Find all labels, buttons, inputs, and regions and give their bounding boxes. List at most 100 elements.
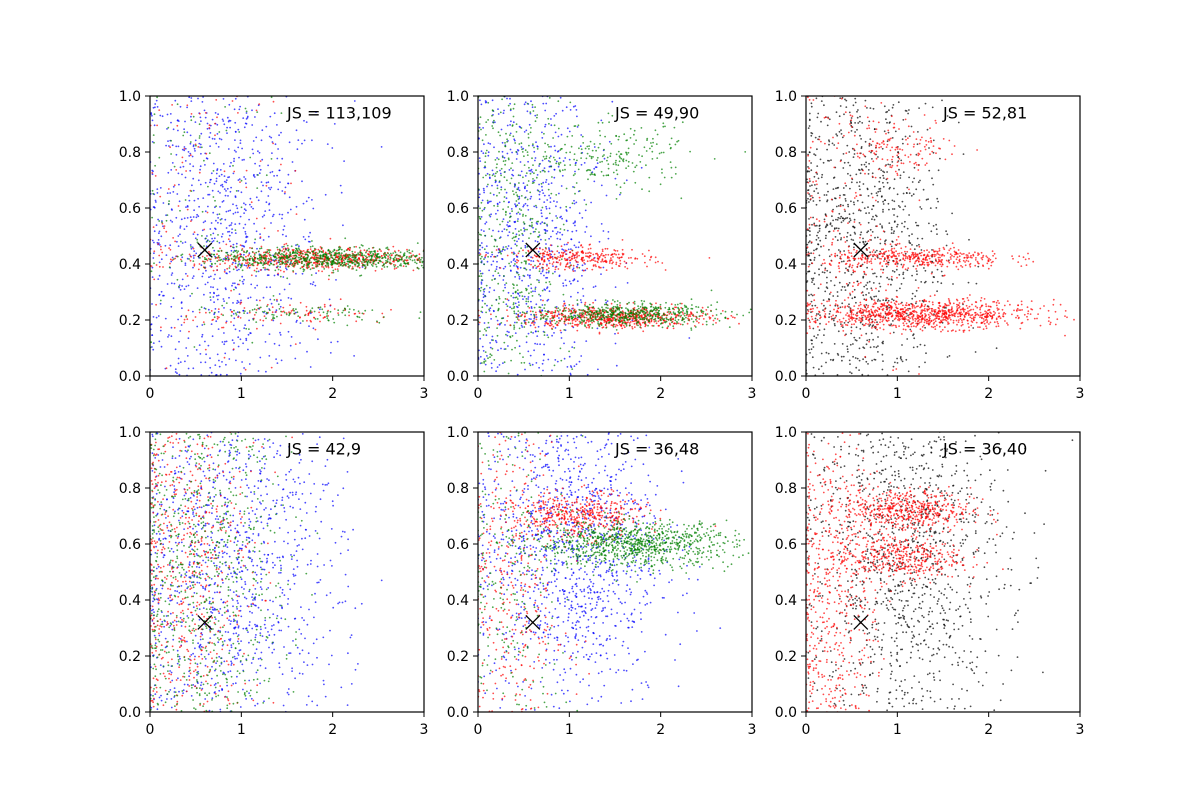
point: [203, 262, 206, 265]
point: [549, 320, 551, 323]
point: [169, 146, 172, 149]
point: [493, 278, 496, 280]
point: [514, 228, 517, 230]
point: [574, 192, 576, 195]
point: [192, 260, 195, 262]
point: [191, 292, 193, 295]
point: [529, 197, 532, 200]
point: [541, 189, 544, 192]
point: [247, 263, 250, 266]
y-tick-label: 1.0: [119, 89, 141, 105]
point: [190, 97, 193, 99]
point: [497, 272, 500, 274]
point: [257, 150, 259, 153]
point: [244, 258, 246, 261]
point: [487, 255, 489, 258]
point: [655, 311, 658, 314]
point: [480, 279, 483, 281]
point: [605, 301, 608, 304]
point: [234, 262, 237, 265]
point: [662, 122, 665, 125]
point: [479, 160, 482, 163]
point: [189, 169, 192, 172]
point: [576, 159, 578, 162]
point: [403, 252, 406, 255]
point: [249, 247, 251, 249]
point: [368, 250, 371, 253]
point: [526, 110, 529, 113]
point: [565, 284, 568, 287]
point: [485, 253, 487, 256]
point: [283, 192, 286, 195]
point: [500, 188, 503, 191]
point: [359, 275, 361, 277]
point: [530, 322, 533, 324]
point: [232, 243, 235, 246]
point: [581, 274, 583, 277]
point: [488, 228, 491, 230]
point: [206, 259, 209, 262]
point: [197, 97, 199, 100]
point: [263, 315, 266, 318]
point: [509, 182, 512, 185]
point: [571, 255, 574, 257]
point: [206, 240, 209, 242]
point: [525, 129, 528, 132]
point: [541, 221, 544, 224]
point: [201, 210, 204, 213]
point: [524, 214, 527, 217]
point: [674, 306, 676, 309]
point: [190, 113, 193, 115]
point: [550, 322, 552, 325]
cluster-2: [150, 96, 332, 371]
point: [281, 252, 283, 255]
point: [619, 259, 622, 262]
y-tick-label: 0.6: [119, 201, 141, 217]
point: [295, 213, 298, 216]
point: [295, 205, 298, 208]
point: [483, 360, 485, 363]
point: [536, 343, 539, 345]
point: [556, 315, 559, 317]
point: [502, 248, 504, 251]
point: [287, 250, 290, 252]
point: [273, 253, 276, 256]
point: [563, 300, 565, 303]
point: [565, 307, 568, 309]
point: [506, 254, 509, 257]
point: [600, 119, 603, 122]
point: [496, 254, 499, 257]
point: [548, 249, 551, 252]
point: [503, 156, 506, 159]
point: [186, 217, 189, 219]
point: [183, 217, 186, 220]
point: [617, 138, 620, 141]
point: [520, 127, 523, 129]
point: [558, 157, 561, 160]
x-tick-label: 0: [146, 386, 155, 402]
point: [337, 309, 340, 312]
point: [544, 232, 547, 235]
point: [499, 111, 502, 114]
point: [272, 142, 274, 145]
point: [152, 342, 155, 344]
point: [572, 186, 574, 188]
point: [592, 286, 595, 288]
point: [220, 235, 223, 238]
point: [249, 255, 252, 258]
point: [588, 148, 590, 150]
cluster-7: [198, 295, 422, 327]
point: [516, 305, 518, 308]
point: [554, 309, 557, 312]
point: [226, 126, 229, 129]
point: [213, 278, 216, 280]
point: [158, 230, 161, 233]
point: [512, 296, 515, 299]
point: [212, 240, 215, 242]
point: [212, 211, 215, 214]
point: [510, 120, 512, 123]
point: [555, 232, 558, 235]
point: [554, 149, 557, 152]
point: [551, 250, 554, 253]
point: [491, 304, 493, 307]
